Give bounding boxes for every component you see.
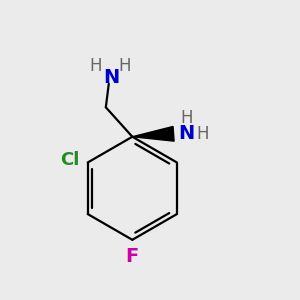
Text: H: H [181, 109, 193, 127]
Text: H: H [119, 57, 131, 75]
Polygon shape [132, 127, 174, 141]
Text: H: H [197, 125, 209, 143]
Text: N: N [103, 68, 120, 87]
Text: Cl: Cl [60, 151, 80, 169]
Text: N: N [179, 124, 195, 143]
Text: F: F [126, 247, 139, 266]
Text: H: H [89, 57, 102, 75]
